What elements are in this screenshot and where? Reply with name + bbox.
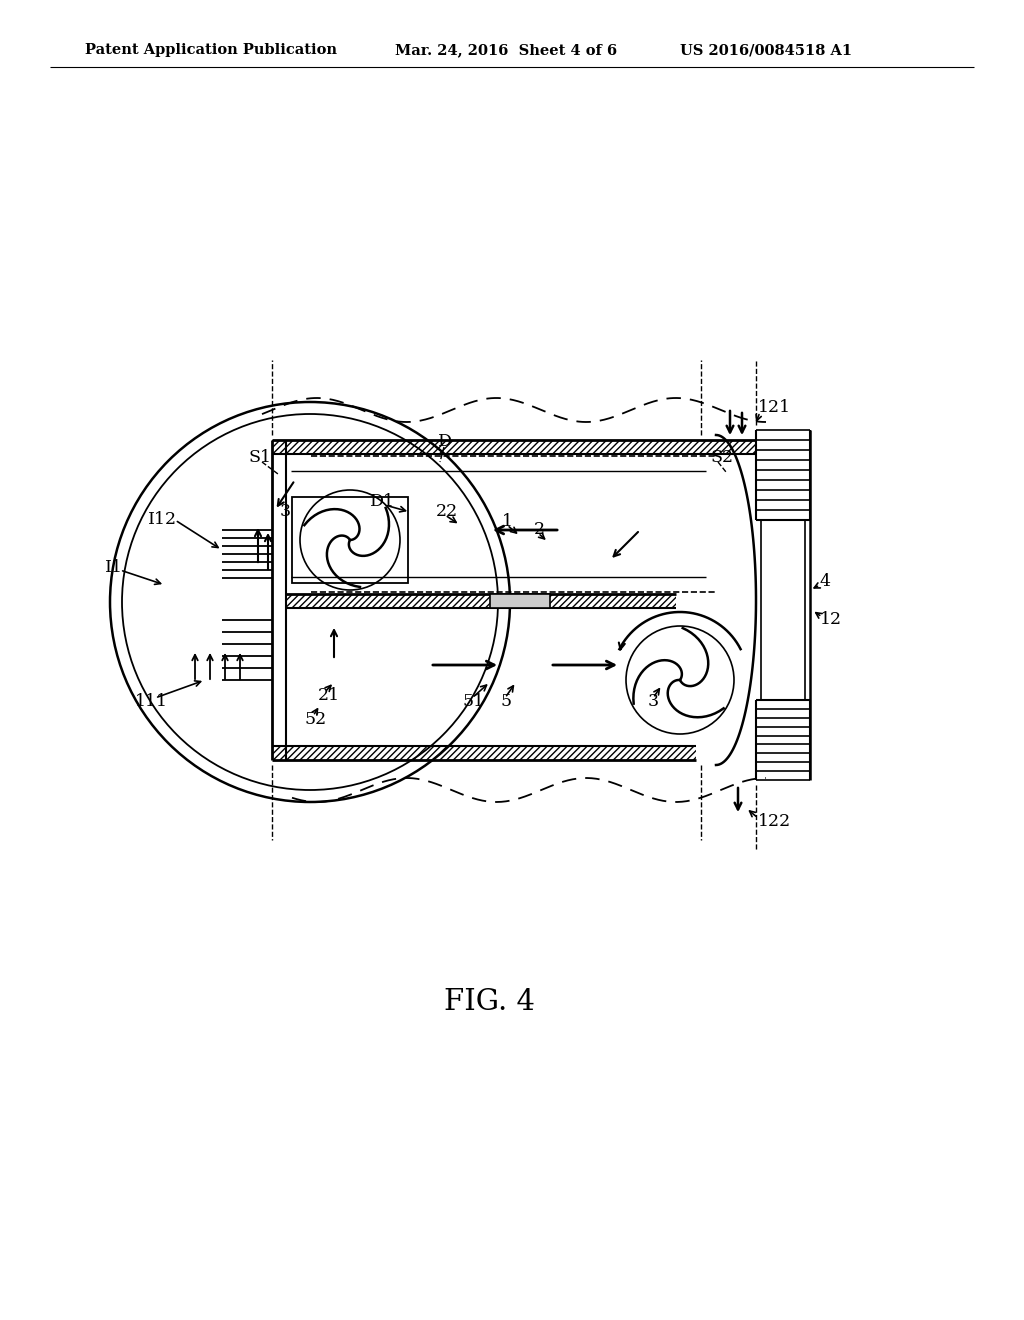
Text: 121: 121	[758, 399, 792, 416]
Text: S1: S1	[248, 450, 271, 466]
Bar	[292, 498, 408, 583]
Text: 122: 122	[758, 813, 792, 830]
Bar	[272, 746, 696, 760]
Text: 2: 2	[534, 521, 545, 539]
Text: 5: 5	[500, 693, 511, 710]
Text: S2: S2	[710, 450, 733, 466]
Text: D: D	[438, 433, 452, 450]
Text: 51: 51	[462, 693, 484, 710]
Text: Mar. 24, 2016  Sheet 4 of 6: Mar. 24, 2016 Sheet 4 of 6	[395, 44, 617, 57]
Text: 52: 52	[305, 711, 328, 729]
Text: 1: 1	[502, 513, 513, 531]
Text: 111: 111	[135, 693, 168, 710]
Text: 3: 3	[648, 693, 659, 710]
Text: FIG. 4: FIG. 4	[444, 987, 536, 1016]
Text: D1: D1	[370, 494, 395, 511]
Text: 12: 12	[820, 611, 842, 628]
Text: I12: I12	[148, 511, 177, 528]
Text: US 2016/0084518 A1: US 2016/0084518 A1	[680, 44, 852, 57]
Text: Patent Application Publication: Patent Application Publication	[85, 44, 337, 57]
Text: 22: 22	[436, 503, 459, 520]
Text: I1: I1	[105, 560, 123, 577]
Text: 4: 4	[820, 573, 831, 590]
Bar	[272, 440, 756, 454]
Text: 3: 3	[280, 503, 291, 520]
Text: 21: 21	[318, 686, 340, 704]
Bar	[286, 594, 676, 609]
Bar	[490, 594, 550, 609]
